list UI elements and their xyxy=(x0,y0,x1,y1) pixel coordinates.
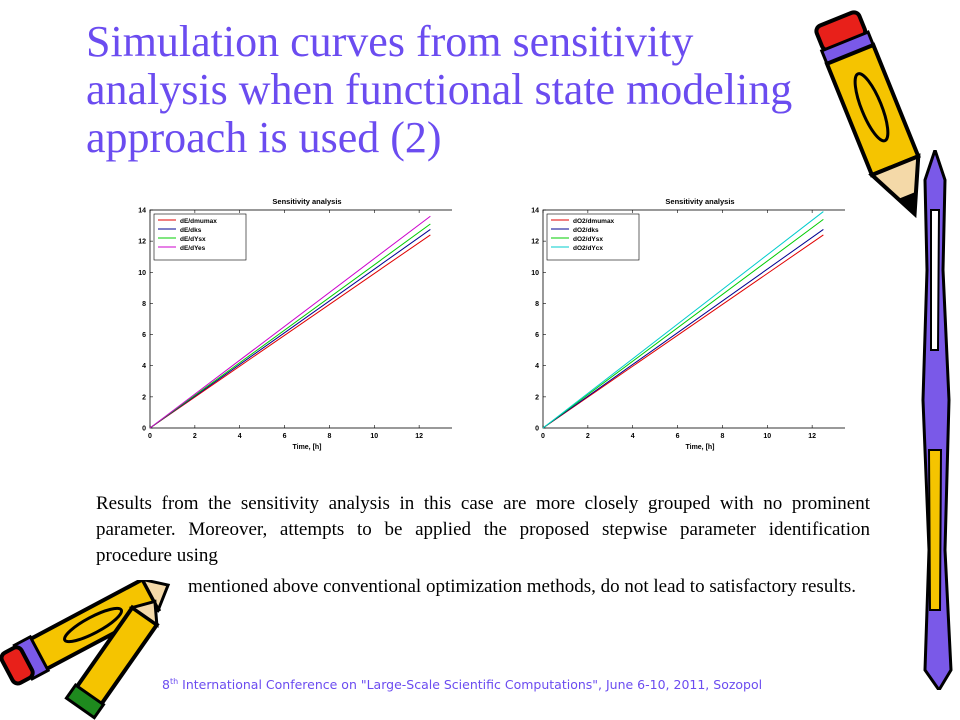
chart-right-axes-box xyxy=(542,209,845,429)
chart-left-y-tick-label: 2 xyxy=(142,394,146,401)
chart-left-series-line-2 xyxy=(149,229,431,429)
chart-left-y-tick-label: 10 xyxy=(138,270,146,277)
chart-right-legend-label: dO2/dYcx xyxy=(573,245,603,252)
chart-right-x-tick-label: 2 xyxy=(586,433,590,440)
chart-right-legend-box xyxy=(546,213,640,261)
chart-right-y-tick-label: 12 xyxy=(531,239,539,246)
chart-right-y-tick-label: 2 xyxy=(535,394,539,401)
chart-left-x-axis-label: Time, [h] xyxy=(292,444,321,451)
chart-right-x-tick-label: 4 xyxy=(631,433,635,440)
chart-right-x-tick-label: 6 xyxy=(676,433,680,440)
pencil-icon xyxy=(814,10,921,219)
pencil-icon xyxy=(921,150,953,690)
chart-left-series-line-1 xyxy=(149,234,431,429)
sensitivity-chart-left: Sensitivity analysis 0 2 4 6 8 10 12 14 0 2 4 6 8 10 12… xyxy=(112,190,452,465)
chart-left-legend-label: dE/dYsx xyxy=(180,236,206,243)
chart-right-y-tick-label: 14 xyxy=(531,208,539,215)
chart-left-x-tick-label: 10 xyxy=(370,433,378,440)
slide-title: Simulation curves from sensitivity analy… xyxy=(86,17,793,162)
chart-right-series-line-2 xyxy=(542,229,824,429)
chart-right-series-line-4 xyxy=(542,211,824,429)
chart-right-x-tick-label: 8 xyxy=(720,433,724,440)
chart-right-y-tick-label: 4 xyxy=(535,363,539,370)
chart-right-y-tick-label: 6 xyxy=(535,332,539,339)
chart-left-legend-box xyxy=(153,213,247,261)
chart-left-legend-label: dE/dmumax xyxy=(180,218,217,225)
chart-left-x-tick-label: 0 xyxy=(148,433,152,440)
chart-left-series-line-3 xyxy=(149,223,431,429)
chart-left-axes-box xyxy=(149,209,452,429)
chart-right-title: Sensitivity analysis xyxy=(665,197,734,206)
chart-left-x-tick-label: 12 xyxy=(415,433,423,440)
chart-left-y-tick-label: 8 xyxy=(142,301,146,308)
chart-right-x-tick-label: 10 xyxy=(763,433,771,440)
sensitivity-chart-right: Sensitivity analysis 0 2 4 6 8 10 12 14 0 2 4 6 8 10 12… xyxy=(505,190,845,465)
chart-left-series-line-4 xyxy=(149,215,431,429)
body-paragraph-second: mentioned above conventional optimizatio… xyxy=(188,576,857,597)
footer-ordinal-suffix: th xyxy=(169,677,179,686)
chart-left-y-tick-label: 6 xyxy=(142,332,146,339)
chart-left-y-tick-label: 12 xyxy=(138,239,146,246)
chart-right-y-tick-label: 0 xyxy=(535,426,539,433)
chart-left-x-tick-label: 6 xyxy=(283,433,287,440)
sensitivity-chart-left-svg: Sensitivity analysis 0 2 4 6 8 10 12 14 0 2 4 6 8 10 12… xyxy=(138,197,452,451)
chart-right-x-tick-label: 0 xyxy=(541,433,545,440)
chart-left-y-tick-label: 4 xyxy=(142,363,146,370)
chart-left-y-tick-label: 14 xyxy=(138,208,146,215)
chart-right-y-tick-label: 8 xyxy=(535,301,539,308)
footer-conference: 8th International Conference on "Large-S… xyxy=(162,677,762,692)
sensitivity-chart-right-svg: Sensitivity analysis 0 2 4 6 8 10 12 14 0 2 4 6 8 10 12… xyxy=(531,197,845,451)
chart-left-x-tick-label: 4 xyxy=(238,433,242,440)
chart-right-x-tick-label: 12 xyxy=(808,433,816,440)
chart-right-legend-label: dO2/dks xyxy=(573,227,599,234)
chart-left-title: Sensitivity analysis xyxy=(272,197,341,206)
pencil-icon xyxy=(0,580,171,720)
chart-left-legend-label: dE/dYes xyxy=(180,245,206,252)
footer-ordinal: 8 xyxy=(162,677,170,693)
chart-left-x-tick-label: 8 xyxy=(327,433,331,440)
chart-right-series-line-3 xyxy=(542,218,824,429)
chart-right-series-line-1 xyxy=(542,234,824,429)
chart-left-legend-label: dE/dks xyxy=(180,227,202,234)
chart-left-x-tick-label: 2 xyxy=(193,433,197,440)
chart-right-legend-label: dO2/dmumax xyxy=(573,218,615,225)
chart-right-y-tick-label: 10 xyxy=(531,270,539,277)
footer-text: International Conference on "Large-Scale… xyxy=(178,677,763,693)
chart-right-legend-label: dO2/dYsx xyxy=(573,236,603,243)
chart-right-x-axis-label: Time, [h] xyxy=(685,444,714,451)
body-paragraph-first: Results from the sensitivity analysis in… xyxy=(96,493,870,566)
chart-left-y-tick-label: 0 xyxy=(142,426,146,433)
